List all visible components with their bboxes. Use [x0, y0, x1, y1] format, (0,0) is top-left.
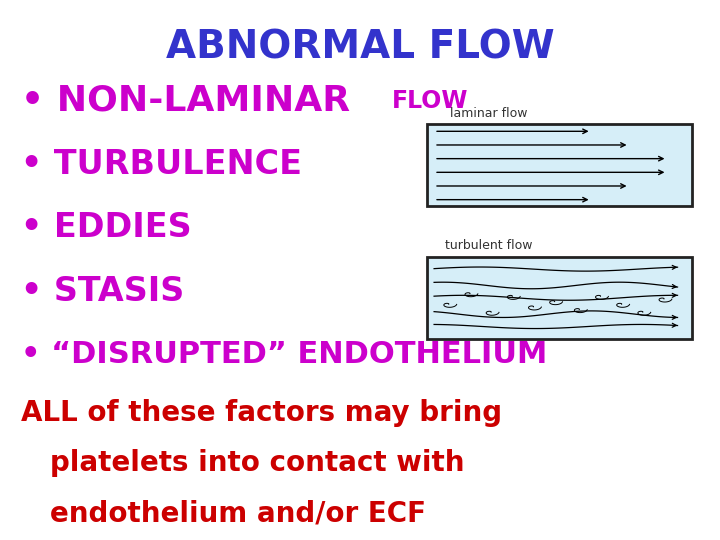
Text: • EDDIES: • EDDIES: [22, 211, 192, 244]
Bar: [427, 256, 692, 339]
Text: ABNORMAL FLOW: ABNORMAL FLOW: [166, 29, 554, 67]
Text: • NON-LAMINAR: • NON-LAMINAR: [22, 84, 351, 118]
Text: turbulent flow: turbulent flow: [445, 239, 532, 252]
Text: FLOW: FLOW: [392, 89, 468, 113]
Bar: [427, 124, 692, 206]
Text: • TURBULENCE: • TURBULENCE: [22, 147, 302, 181]
Text: platelets into contact with: platelets into contact with: [22, 449, 465, 477]
Text: endothelium and/or ECF: endothelium and/or ECF: [22, 500, 426, 528]
Text: • STASIS: • STASIS: [22, 275, 184, 308]
Text: laminar flow: laminar flow: [450, 107, 527, 120]
Text: • “DISRUPTED” ENDOTHELIUM: • “DISRUPTED” ENDOTHELIUM: [22, 340, 548, 369]
Text: ALL of these factors may bring: ALL of these factors may bring: [22, 399, 503, 427]
